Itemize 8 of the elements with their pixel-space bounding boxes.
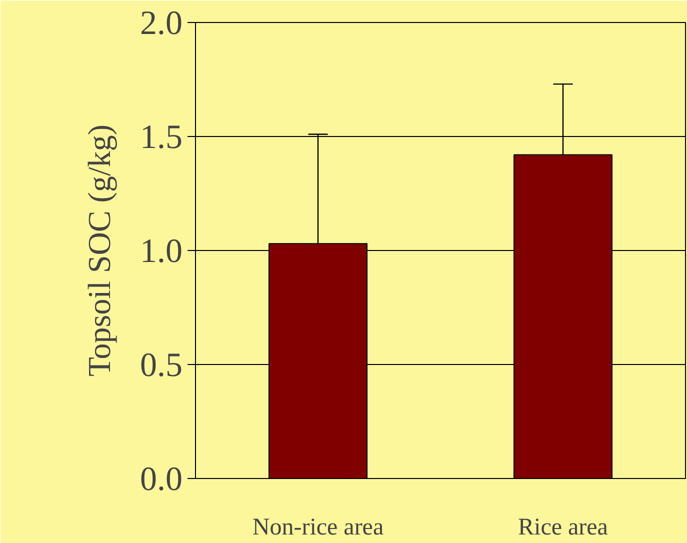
y-tick-label: 2.0 [140,5,182,42]
y-tick-label: 1.5 [140,119,182,156]
x-tick-label: Rice area [518,514,608,540]
y-axis-title: Topsoil SOC (g/kg) [81,124,117,376]
y-tick-label: 0.5 [140,347,182,384]
x-tick-label: Non-rice area [252,514,384,540]
y-tick-label: 1.0 [140,233,182,270]
y-tick-label: 0.0 [140,461,182,498]
